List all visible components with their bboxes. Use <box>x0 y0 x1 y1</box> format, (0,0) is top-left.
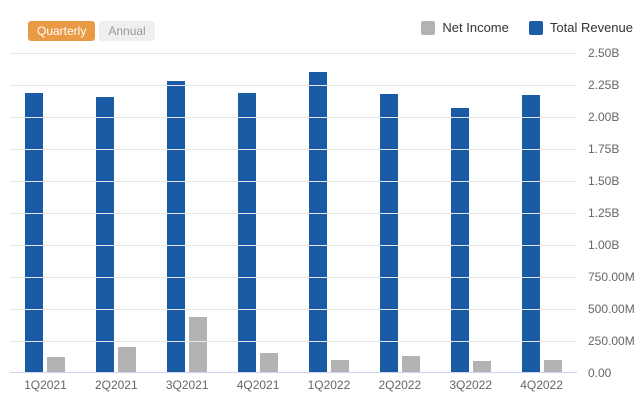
y-axis-label: 250.00M <box>588 334 635 348</box>
net-income-bar[interactable] <box>47 357 66 373</box>
x-axis-label: 4Q2021 <box>236 378 280 392</box>
x-axis-label: 3Q2021 <box>165 378 209 392</box>
gridline <box>10 85 577 86</box>
legend: Net Income Total Revenue <box>421 20 633 35</box>
total-revenue-bar[interactable] <box>450 108 469 373</box>
legend-item-total-revenue[interactable]: Total Revenue <box>528 20 633 35</box>
gridline <box>10 117 577 118</box>
net-income-bar[interactable] <box>189 316 208 373</box>
bar-group <box>81 53 152 373</box>
y-axis-label: 1.00B <box>588 238 620 252</box>
bar-group <box>294 53 365 373</box>
x-axis-label: 2Q2022 <box>378 378 422 392</box>
bar-groups <box>10 53 577 373</box>
gridline <box>10 149 577 150</box>
plot-area <box>10 53 577 373</box>
x-axis-line <box>10 372 577 373</box>
y-axis-label: 1.75B <box>588 142 620 156</box>
gridline <box>10 53 577 54</box>
bar-group <box>223 53 294 373</box>
x-axis: 1Q2021 2Q2021 3Q2021 4Q2021 1Q2022 2Q2022 3Q20… <box>10 378 577 392</box>
y-axis-label: 750.00M <box>588 270 635 284</box>
net-income-color-swatch-icon <box>421 20 436 35</box>
gridline <box>10 309 577 310</box>
net-income-bar[interactable] <box>401 355 420 373</box>
annual-button[interactable]: Annual <box>99 21 155 41</box>
total-revenue-bar[interactable] <box>238 92 257 373</box>
gridline <box>10 277 577 278</box>
total-revenue-bar[interactable] <box>308 72 327 373</box>
net-income-bar[interactable] <box>330 359 349 373</box>
y-axis-label: 1.50B <box>588 174 620 188</box>
legend-label-net-income: Net Income <box>442 20 509 35</box>
net-income-bar[interactable] <box>260 352 279 373</box>
x-axis-label: 2Q2021 <box>94 378 138 392</box>
y-axis: 0.00 250.00M 500.00M 750.00M 1.00B 1.25B 1.50B… <box>588 46 642 380</box>
bar-group <box>10 53 81 373</box>
x-axis-label: 1Q2021 <box>24 378 67 392</box>
total-revenue-bar[interactable] <box>167 81 186 373</box>
y-axis-label: 2.25B <box>588 78 620 92</box>
y-axis-label: 500.00M <box>588 302 635 316</box>
net-income-bar[interactable] <box>472 360 491 373</box>
quarterly-button[interactable]: Quarterly <box>28 21 96 41</box>
gridline <box>10 181 577 182</box>
bar-group <box>506 53 577 373</box>
total-revenue-bar[interactable] <box>521 95 540 373</box>
net-income-bar[interactable] <box>543 360 562 373</box>
gridline <box>10 213 577 214</box>
bar-group <box>152 53 223 373</box>
x-axis-label: 4Q2022 <box>520 378 563 392</box>
y-axis-label: 1.25B <box>588 206 620 220</box>
bar-group <box>364 53 435 373</box>
bar-group <box>435 53 506 373</box>
net-income-bar[interactable] <box>118 347 137 373</box>
total-revenue-bar[interactable] <box>25 92 44 373</box>
period-toggle: Quarterly Annual <box>28 21 155 41</box>
gridline <box>10 245 577 246</box>
gridline <box>10 341 577 342</box>
total-revenue-bar[interactable] <box>96 96 115 373</box>
legend-label-total-revenue: Total Revenue <box>549 20 633 35</box>
total-revenue-color-swatch-icon <box>528 20 543 35</box>
x-axis-label: 1Q2022 <box>307 378 351 392</box>
y-axis-label: 2.00B <box>588 110 620 124</box>
x-axis-label: 3Q2022 <box>449 378 493 392</box>
y-axis-label: 0.00 <box>588 366 612 380</box>
total-revenue-bar[interactable] <box>379 93 398 373</box>
y-axis-label: 2.50B <box>588 46 620 60</box>
legend-item-net-income[interactable]: Net Income <box>421 20 509 35</box>
